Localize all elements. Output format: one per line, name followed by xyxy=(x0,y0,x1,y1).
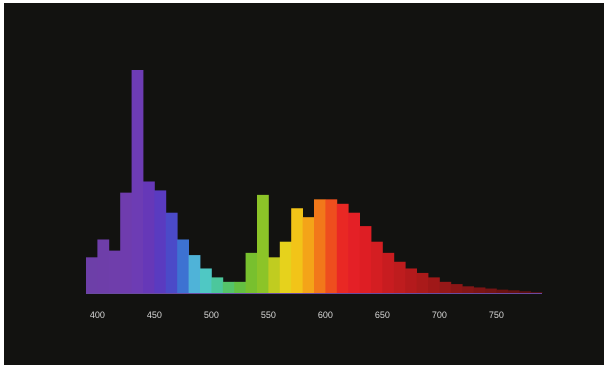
spectrum-bar xyxy=(245,252,258,293)
spectrum-bar xyxy=(496,289,509,293)
spectrum-bar xyxy=(268,257,281,293)
spectrum-bar xyxy=(371,241,383,293)
spectrum-bar xyxy=(416,272,429,293)
spectrum-bar xyxy=(108,250,121,293)
x-tick-label: 550 xyxy=(261,310,276,320)
x-tick-label: 450 xyxy=(147,310,162,320)
spectrum-bar xyxy=(200,268,212,293)
spectrum-bar xyxy=(154,190,167,293)
spectrum-bar xyxy=(86,257,98,293)
x-tick-label: 600 xyxy=(318,310,333,320)
x-tick-label: 700 xyxy=(432,310,447,320)
spectrum-bar xyxy=(473,287,486,293)
spectrum-bar xyxy=(257,194,269,293)
spectrum-bar xyxy=(393,261,406,293)
spectrum-bar xyxy=(507,290,520,293)
spectrum-bar xyxy=(485,288,497,293)
x-tick-label: 750 xyxy=(489,310,504,320)
spectrum-bar xyxy=(336,203,349,293)
spectrum-bar xyxy=(211,277,224,293)
spectrum-bar xyxy=(177,239,189,293)
spectrum-bar xyxy=(314,199,326,293)
spectrum-bar xyxy=(450,284,463,293)
spectrum-bar xyxy=(359,226,372,293)
spectrum-bar xyxy=(302,217,315,293)
spectrum-bar xyxy=(530,292,543,293)
spectrum-bar xyxy=(439,281,452,293)
spectrum-bar xyxy=(131,70,144,293)
spectrum-bar xyxy=(165,212,178,293)
spectrum-bar xyxy=(462,286,474,293)
spectrum-bar xyxy=(325,199,338,293)
spectrum-bar xyxy=(348,212,360,293)
spectrum-bar xyxy=(428,277,440,293)
spectrum-bar xyxy=(234,281,246,293)
x-axis-ticks: 400 450 500 550 600 650 700 750 xyxy=(90,310,504,320)
spectrum-bar xyxy=(519,291,531,293)
spectrum-bar xyxy=(222,281,235,293)
spectrum-bar xyxy=(382,252,395,293)
spectrum-bar xyxy=(120,192,132,293)
spectrum-bar xyxy=(279,241,292,293)
x-tick-label: 500 xyxy=(204,310,219,320)
spectrum-bar xyxy=(405,268,417,293)
x-tick-label: 650 xyxy=(375,310,390,320)
spectrum-bar xyxy=(97,239,110,293)
chart-background xyxy=(4,3,604,365)
spectrum-bar xyxy=(143,181,155,293)
x-tick-label: 400 xyxy=(90,310,105,320)
spectrum-bar xyxy=(188,255,201,293)
spectrum-bars xyxy=(86,70,543,293)
spectrum-bar xyxy=(291,208,303,293)
